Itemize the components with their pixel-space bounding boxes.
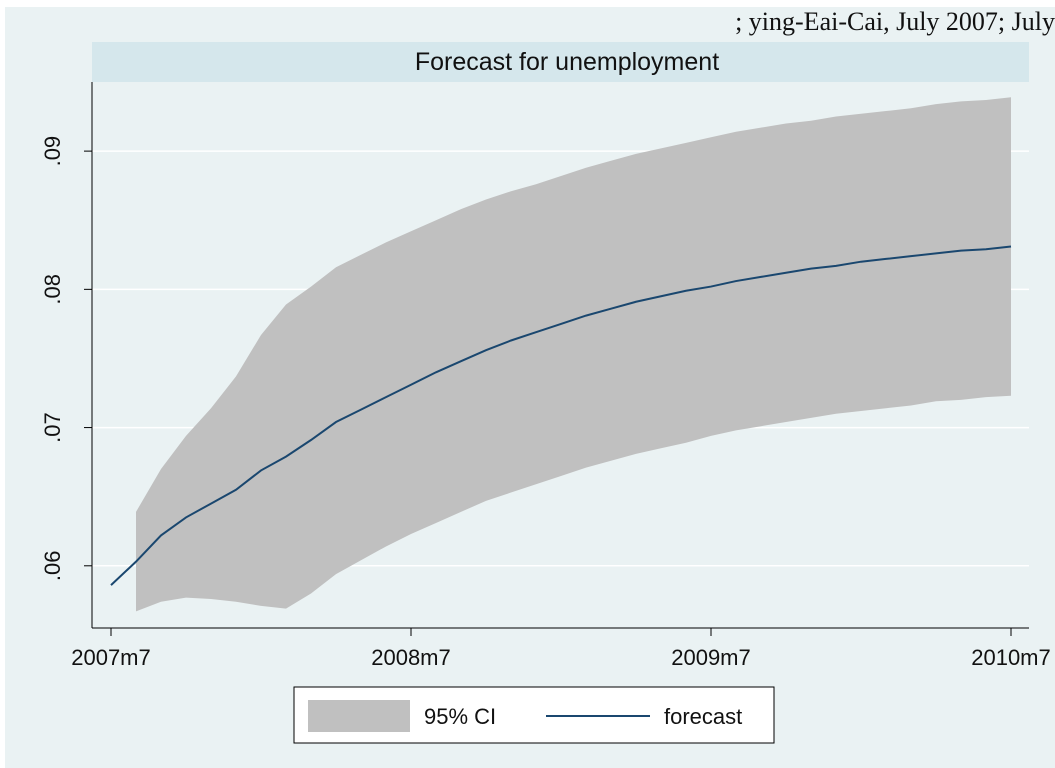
y-tick-label: .09 <box>40 136 65 167</box>
y-tick-label: .06 <box>40 551 65 582</box>
legend-label-ci: 95% CI <box>424 704 496 729</box>
forecast-line-layer <box>110 245 1012 586</box>
legend-swatch-ci <box>308 700 410 732</box>
x-tick-label: 2007m7 <box>71 645 151 670</box>
x-tick-label: 2008m7 <box>371 645 451 670</box>
cropped-header-text: ; ying-Eai-Cai, July 2007; July <box>735 7 1055 36</box>
title-bar <box>92 42 1029 82</box>
x-tick-label: 2009m7 <box>671 645 751 670</box>
x-tick-label: 2010m7 <box>971 645 1051 670</box>
legend: 95% CI forecast <box>293 686 775 744</box>
y-tick-label: .07 <box>40 412 65 443</box>
forecast-line <box>110 245 1012 586</box>
ci-band-layer <box>136 97 1011 612</box>
y-axis: .06 .07 .08 .09 <box>40 136 92 581</box>
chart-title: Forecast for unemployment <box>415 48 719 76</box>
ci-band <box>136 97 1011 612</box>
y-tick-label: .08 <box>40 274 65 305</box>
x-axis: 2007m7 2008m7 2009m7 2010m7 <box>71 628 1051 670</box>
legend-label-forecast: forecast <box>664 704 742 729</box>
